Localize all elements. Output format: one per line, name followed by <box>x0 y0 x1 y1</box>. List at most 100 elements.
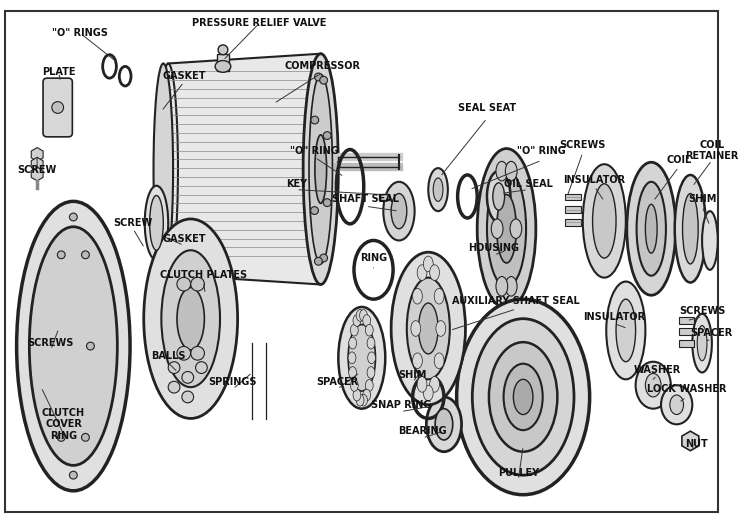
Ellipse shape <box>391 194 406 229</box>
Ellipse shape <box>487 171 511 222</box>
Ellipse shape <box>636 362 671 408</box>
Bar <box>379 194 389 200</box>
Bar <box>678 328 694 335</box>
Ellipse shape <box>412 288 423 304</box>
Ellipse shape <box>418 303 438 354</box>
Ellipse shape <box>303 54 338 285</box>
Ellipse shape <box>384 182 415 241</box>
Bar <box>565 219 581 226</box>
Ellipse shape <box>457 299 590 495</box>
Text: BEARING: BEARING <box>398 426 447 436</box>
Text: CLUTCH
COVER
RING: CLUTCH COVER RING <box>42 408 85 441</box>
Ellipse shape <box>503 363 542 430</box>
Ellipse shape <box>477 149 536 309</box>
Text: "O" RING: "O" RING <box>290 145 339 155</box>
Ellipse shape <box>583 164 626 278</box>
Ellipse shape <box>338 307 385 408</box>
Circle shape <box>218 45 228 55</box>
Text: SPACER: SPACER <box>691 328 733 338</box>
Circle shape <box>320 76 327 84</box>
Polygon shape <box>168 54 321 285</box>
Circle shape <box>177 277 191 291</box>
Ellipse shape <box>356 394 364 406</box>
Ellipse shape <box>435 288 444 304</box>
Ellipse shape <box>436 321 446 336</box>
Text: KEY: KEY <box>286 179 307 189</box>
Circle shape <box>182 391 194 403</box>
Text: PULLEY: PULLEY <box>497 468 539 478</box>
Ellipse shape <box>435 408 453 440</box>
Circle shape <box>310 207 319 214</box>
Ellipse shape <box>30 227 118 465</box>
Ellipse shape <box>505 277 517 296</box>
Ellipse shape <box>348 352 356 363</box>
Ellipse shape <box>161 250 220 387</box>
Ellipse shape <box>423 385 433 401</box>
Ellipse shape <box>417 377 427 392</box>
Text: SEAL SEAT: SEAL SEAT <box>458 104 516 113</box>
Circle shape <box>168 381 180 393</box>
Circle shape <box>315 257 322 265</box>
Ellipse shape <box>514 379 533 415</box>
Ellipse shape <box>309 74 333 264</box>
Text: SCREWS: SCREWS <box>559 140 606 150</box>
Ellipse shape <box>406 278 450 379</box>
Ellipse shape <box>158 63 178 275</box>
Ellipse shape <box>154 63 173 275</box>
Bar <box>565 206 581 213</box>
Text: COIL: COIL <box>666 155 691 165</box>
Text: AUXILIARY SHAFT SEAL: AUXILIARY SHAFT SEAL <box>452 296 580 306</box>
Ellipse shape <box>350 380 358 391</box>
Text: GASKET: GASKET <box>162 234 205 244</box>
Ellipse shape <box>433 178 443 201</box>
Circle shape <box>191 346 205 360</box>
Bar <box>678 340 694 347</box>
Text: GASKET: GASKET <box>162 71 205 81</box>
Text: COIL
RETAINER: COIL RETAINER <box>685 140 738 161</box>
Circle shape <box>81 434 89 441</box>
Ellipse shape <box>144 219 238 418</box>
Ellipse shape <box>435 353 444 369</box>
Text: RING: RING <box>360 253 387 263</box>
Circle shape <box>182 371 194 383</box>
Text: SNAP RING: SNAP RING <box>371 400 431 410</box>
Ellipse shape <box>616 299 636 362</box>
Text: SPACER: SPACER <box>316 377 358 387</box>
Ellipse shape <box>315 135 327 203</box>
Ellipse shape <box>356 310 364 321</box>
Text: INSULATOR: INSULATOR <box>583 312 645 322</box>
Ellipse shape <box>636 182 666 276</box>
Circle shape <box>58 251 65 259</box>
Circle shape <box>323 199 331 207</box>
Text: "O" RING: "O" RING <box>517 145 566 155</box>
Ellipse shape <box>423 256 433 272</box>
Ellipse shape <box>489 342 557 452</box>
Ellipse shape <box>406 335 435 390</box>
Text: SHAFT SEAL: SHAFT SEAL <box>333 195 399 204</box>
Ellipse shape <box>606 281 645 379</box>
Bar <box>678 317 694 324</box>
Ellipse shape <box>368 352 375 363</box>
Ellipse shape <box>702 211 718 270</box>
Text: LOCK WASHER: LOCK WASHER <box>647 384 726 394</box>
Ellipse shape <box>348 325 375 391</box>
Ellipse shape <box>692 314 712 372</box>
Ellipse shape <box>497 195 517 263</box>
Ellipse shape <box>426 397 462 452</box>
Ellipse shape <box>496 277 508 296</box>
Text: SCREWS: SCREWS <box>679 306 725 316</box>
Ellipse shape <box>675 175 706 282</box>
Ellipse shape <box>349 337 356 349</box>
Ellipse shape <box>215 61 231 72</box>
Text: PLATE: PLATE <box>42 67 75 77</box>
Circle shape <box>52 101 64 113</box>
Ellipse shape <box>349 367 356 379</box>
Ellipse shape <box>493 183 505 210</box>
Ellipse shape <box>363 315 370 326</box>
Ellipse shape <box>412 353 423 369</box>
Ellipse shape <box>411 321 420 336</box>
Circle shape <box>196 362 208 373</box>
Text: NUT: NUT <box>685 439 708 449</box>
Circle shape <box>69 471 78 479</box>
Circle shape <box>191 277 205 291</box>
